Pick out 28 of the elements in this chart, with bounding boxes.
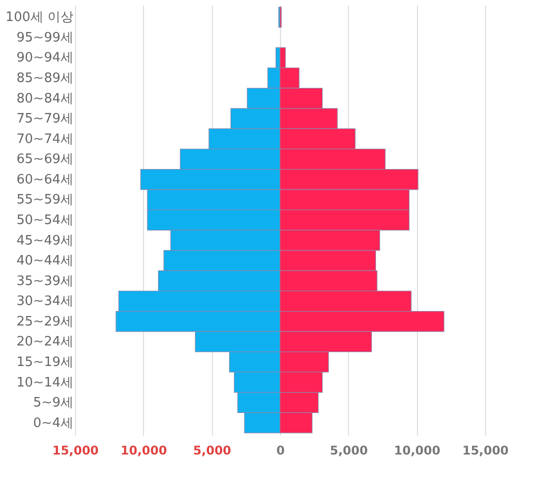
y-tick-label: 45~49세 [16,233,74,248]
y-tick-label: 75~79세 [16,112,74,127]
y-tick-label: 0~4세 [33,416,74,431]
x-tick-label: 5,000 [330,444,368,458]
y-tick-label: 85~89세 [16,71,74,86]
y-tick-label: 70~74세 [16,132,74,147]
y-tick-label: 80~84세 [16,91,74,106]
y-tick-label: 50~54세 [16,213,74,228]
y-tick-label: 30~34세 [16,294,74,310]
x-tick-label: 10,000 [394,444,440,458]
y-tick-label: 40~44세 [16,254,74,269]
y-tick-label: 55~59세 [16,192,74,208]
y-tick-label: 90~94세 [16,50,74,66]
y-tick-label: 100세 이상 [6,10,74,26]
y-tick-label: 95~99세 [16,30,74,46]
y-tick-label: 15~19세 [16,354,74,370]
y-tick-label: 5~9세 [33,396,74,411]
x-tick-label: 15,000 [52,444,99,458]
y-tick-label: 25~29세 [16,314,74,330]
y-tick-label: 65~69세 [16,152,74,168]
x-tick-label: 5,000 [193,444,232,458]
x-tick-label: 15,000 [462,444,509,458]
x-tick-label: 10,000 [120,444,167,458]
y-tick-label: 20~24세 [16,334,74,350]
y-tick-label: 60~64세 [16,172,74,188]
y-tick-label: 10~14세 [16,375,74,390]
x-tick-label: 0 [276,444,285,458]
y-tick-label: 35~39세 [16,274,74,289]
